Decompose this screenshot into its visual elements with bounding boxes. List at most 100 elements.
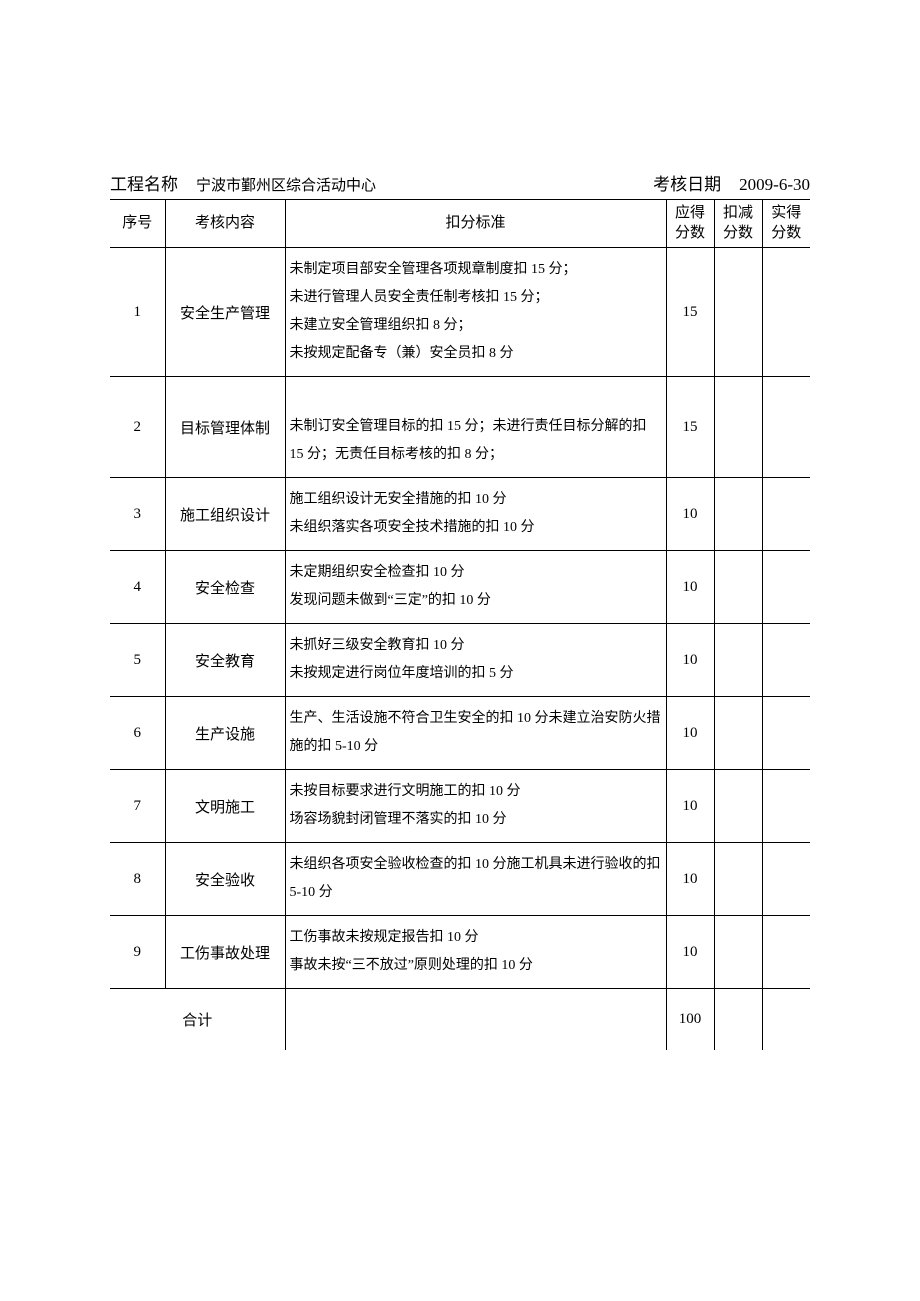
row-score: 10 (666, 916, 714, 989)
date-value: 2009-6-30 (739, 175, 810, 195)
criteria-line: 生产、生活设施不符合卫生安全的扣 10 分未建立治安防火措施的扣 5-10 分 (290, 705, 662, 761)
criteria-line: 工伤事故未按规定报告扣 10 分 (290, 924, 662, 952)
document-header: 工程名称 宁波市鄞州区综合活动中心 考核日期 2009-6-30 (110, 170, 810, 195)
row-item: 安全检查 (165, 551, 285, 624)
total-score: 100 (666, 989, 714, 1051)
table-row: 6生产设施生产、生活设施不符合卫生安全的扣 10 分未建立治安防火措施的扣 5-… (110, 697, 810, 770)
criteria-line: 未按目标要求进行文明施工的扣 10 分 (290, 778, 662, 806)
row-actual (762, 248, 810, 377)
criteria-line: 未抓好三级安全教育扣 10 分 (290, 632, 662, 660)
row-deduct (714, 377, 762, 478)
row-seq: 3 (110, 478, 165, 551)
criteria-line (290, 385, 662, 413)
row-seq: 9 (110, 916, 165, 989)
row-actual (762, 551, 810, 624)
row-deduct (714, 697, 762, 770)
criteria-line: 未建立安全管理组织扣 8 分； (290, 312, 662, 340)
row-actual (762, 916, 810, 989)
row-criteria: 未按目标要求进行文明施工的扣 10 分场容场貌封闭管理不落实的扣 10 分 (285, 770, 666, 843)
row-deduct (714, 478, 762, 551)
row-score: 10 (666, 770, 714, 843)
criteria-line: 未制订安全管理目标的扣 15 分；未进行责任目标分解的扣 15 分；无责任目标考… (290, 413, 662, 469)
criteria-line: 场容场貌封闭管理不落实的扣 10 分 (290, 806, 662, 834)
row-score: 15 (666, 377, 714, 478)
row-criteria: 生产、生活设施不符合卫生安全的扣 10 分未建立治安防火措施的扣 5-10 分 (285, 697, 666, 770)
criteria-line: 未制定项目部安全管理各项规章制度扣 15 分； (290, 256, 662, 284)
row-seq: 5 (110, 624, 165, 697)
row-criteria: 未制定项目部安全管理各项规章制度扣 15 分；未进行管理人员安全责任制考核扣 1… (285, 248, 666, 377)
total-actual (762, 989, 810, 1051)
row-seq: 7 (110, 770, 165, 843)
criteria-line: 未进行管理人员安全责任制考核扣 15 分； (290, 284, 662, 312)
col-header-seq: 序号 (110, 200, 165, 248)
criteria-line: 事故未按“三不放过”原则处理的扣 10 分 (290, 952, 662, 980)
table-row: 2目标管理体制 未制订安全管理目标的扣 15 分；未进行责任目标分解的扣 15 … (110, 377, 810, 478)
table-header-row: 序号 考核内容 扣分标准 应得分数 扣减分数 实得分数 (110, 200, 810, 248)
table-row: 1安全生产管理未制定项目部安全管理各项规章制度扣 15 分；未进行管理人员安全责… (110, 248, 810, 377)
row-actual (762, 843, 810, 916)
row-actual (762, 624, 810, 697)
total-row: 合计 100 (110, 989, 810, 1051)
total-deduct (714, 989, 762, 1051)
row-seq: 8 (110, 843, 165, 916)
row-item: 安全教育 (165, 624, 285, 697)
row-actual (762, 697, 810, 770)
row-score: 10 (666, 843, 714, 916)
row-item: 目标管理体制 (165, 377, 285, 478)
col-header-actual: 实得分数 (762, 200, 810, 248)
row-score: 10 (666, 697, 714, 770)
table-row: 7文明施工未按目标要求进行文明施工的扣 10 分场容场貌封闭管理不落实的扣 10… (110, 770, 810, 843)
row-criteria: 未组织各项安全验收检查的扣 10 分施工机具未进行验收的扣 5-10 分 (285, 843, 666, 916)
row-criteria: 未抓好三级安全教育扣 10 分未按规定进行岗位年度培训的扣 5 分 (285, 624, 666, 697)
criteria-line: 施工组织设计无安全措施的扣 10 分 (290, 486, 662, 514)
row-deduct (714, 248, 762, 377)
table-row: 5安全教育未抓好三级安全教育扣 10 分未按规定进行岗位年度培训的扣 5 分10 (110, 624, 810, 697)
criteria-line: 未组织各项安全验收检查的扣 10 分施工机具未进行验收的扣 5-10 分 (290, 851, 662, 907)
total-label: 合计 (110, 989, 285, 1051)
col-header-criteria: 扣分标准 (285, 200, 666, 248)
col-header-deduct: 扣减分数 (714, 200, 762, 248)
row-seq: 4 (110, 551, 165, 624)
row-item: 生产设施 (165, 697, 285, 770)
row-item: 工伤事故处理 (165, 916, 285, 989)
table-row: 3施工组织设计施工组织设计无安全措施的扣 10 分未组织落实各项安全技术措施的扣… (110, 478, 810, 551)
date-label: 考核日期 (653, 170, 721, 195)
assessment-table: 序号 考核内容 扣分标准 应得分数 扣减分数 实得分数 1安全生产管理未制定项目… (110, 199, 810, 1050)
criteria-line: 未按规定配备专（兼）安全员扣 8 分 (290, 340, 662, 368)
row-score: 10 (666, 624, 714, 697)
criteria-line: 发现问题未做到“三定”的扣 10 分 (290, 587, 662, 615)
row-actual (762, 478, 810, 551)
table-row: 4安全检查未定期组织安全检查扣 10 分发现问题未做到“三定”的扣 10 分10 (110, 551, 810, 624)
col-header-item: 考核内容 (165, 200, 285, 248)
total-criteria (285, 989, 666, 1051)
row-item: 安全验收 (165, 843, 285, 916)
project-value: 宁波市鄞州区综合活动中心 (196, 174, 376, 195)
row-deduct (714, 843, 762, 916)
row-seq: 2 (110, 377, 165, 478)
row-criteria: 工伤事故未按规定报告扣 10 分事故未按“三不放过”原则处理的扣 10 分 (285, 916, 666, 989)
row-deduct (714, 624, 762, 697)
criteria-line: 未定期组织安全检查扣 10 分 (290, 559, 662, 587)
row-score: 15 (666, 248, 714, 377)
row-criteria: 未定期组织安全检查扣 10 分发现问题未做到“三定”的扣 10 分 (285, 551, 666, 624)
row-score: 10 (666, 478, 714, 551)
row-item: 文明施工 (165, 770, 285, 843)
row-seq: 6 (110, 697, 165, 770)
row-item: 施工组织设计 (165, 478, 285, 551)
criteria-line: 未按规定进行岗位年度培训的扣 5 分 (290, 660, 662, 688)
row-deduct (714, 551, 762, 624)
row-seq: 1 (110, 248, 165, 377)
row-deduct (714, 916, 762, 989)
project-label: 工程名称 (110, 170, 178, 195)
row-criteria: 施工组织设计无安全措施的扣 10 分未组织落实各项安全技术措施的扣 10 分 (285, 478, 666, 551)
criteria-line: 未组织落实各项安全技术措施的扣 10 分 (290, 514, 662, 542)
table-row: 9工伤事故处理工伤事故未按规定报告扣 10 分事故未按“三不放过”原则处理的扣 … (110, 916, 810, 989)
row-criteria: 未制订安全管理目标的扣 15 分；未进行责任目标分解的扣 15 分；无责任目标考… (285, 377, 666, 478)
row-deduct (714, 770, 762, 843)
table-row: 8安全验收未组织各项安全验收检查的扣 10 分施工机具未进行验收的扣 5-10 … (110, 843, 810, 916)
col-header-score: 应得分数 (666, 200, 714, 248)
row-score: 10 (666, 551, 714, 624)
row-actual (762, 377, 810, 478)
row-item: 安全生产管理 (165, 248, 285, 377)
row-actual (762, 770, 810, 843)
